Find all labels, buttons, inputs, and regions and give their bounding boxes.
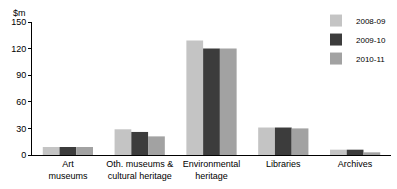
svg-text:0: 0 — [21, 150, 26, 160]
svg-text:Oth. museums &cultural heritag: Oth. museums &cultural heritage — [106, 159, 173, 181]
svg-text:Artmuseums: Artmuseums — [48, 159, 88, 181]
svg-text:$m: $m — [13, 8, 26, 18]
svg-text:Archives: Archives — [338, 159, 373, 169]
svg-text:30: 30 — [16, 124, 26, 134]
svg-text:90: 90 — [16, 70, 26, 80]
svg-text:Environmentalheritage: Environmentalheritage — [183, 159, 241, 181]
svg-text:2008-09: 2008-09 — [356, 17, 386, 26]
svg-text:2010-11: 2010-11 — [356, 55, 385, 64]
svg-text:120: 120 — [11, 44, 26, 54]
svg-text:2009-10: 2009-10 — [356, 36, 386, 45]
svg-text:150: 150 — [11, 17, 26, 27]
svg-text:Libraries: Libraries — [266, 159, 301, 169]
svg-text:60: 60 — [16, 97, 26, 107]
